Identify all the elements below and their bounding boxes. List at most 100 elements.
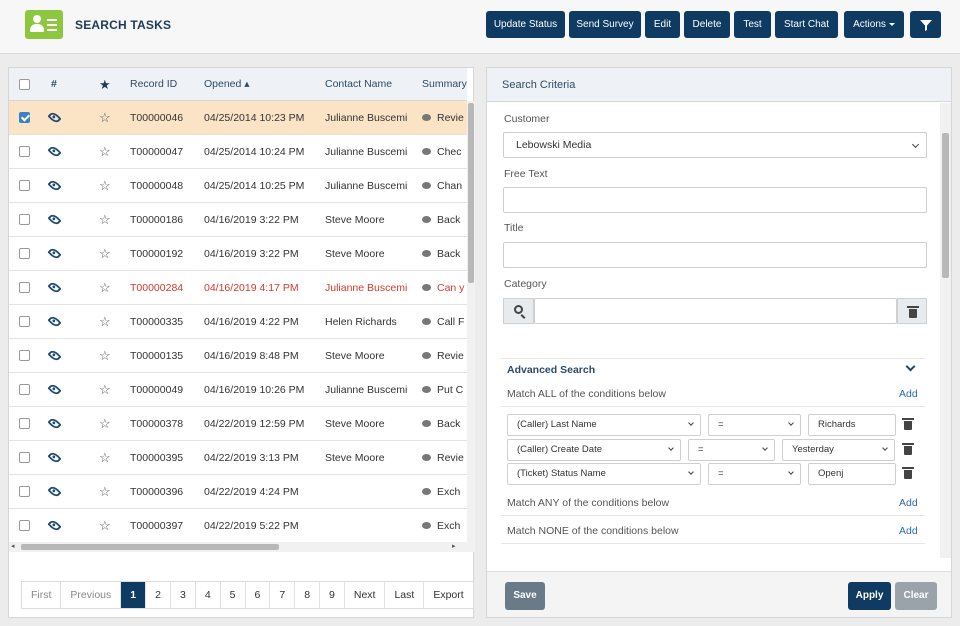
record-id-cell[interactable]: T00000186 — [130, 214, 184, 226]
page-5[interactable]: 5 — [221, 582, 246, 608]
table-row[interactable]: ☆ T00000335 04/16/2019 4:22 PM Helen Richar… — [9, 305, 467, 339]
scroll-left-icon[interactable]: ◂ — [11, 543, 15, 550]
row-checkbox[interactable] — [19, 384, 30, 395]
actions-dropdown-button[interactable]: Actions — [844, 11, 904, 38]
eye-icon[interactable] — [47, 212, 62, 227]
table-row[interactable]: ☆ T00000192 04/16/2019 3:22 PM Steve Moore B… — [9, 237, 467, 271]
star-icon[interactable]: ☆ — [99, 518, 111, 533]
eye-icon[interactable] — [47, 178, 62, 193]
star-icon[interactable]: ☆ — [99, 212, 111, 227]
match-none-add-link[interactable]: Add — [899, 525, 918, 537]
row-checkbox[interactable] — [19, 520, 30, 531]
condition-value-select[interactable]: Yesterday — [782, 439, 895, 461]
free-text-input[interactable] — [503, 187, 927, 213]
star-icon[interactable]: ☆ — [99, 348, 111, 363]
start-chat-button[interactable]: Start Chat — [775, 11, 838, 38]
star-icon[interactable]: ☆ — [99, 110, 111, 125]
col-contact-name[interactable]: Contact Name — [325, 78, 393, 90]
table-row[interactable]: ☆ T00000186 04/16/2019 3:22 PM Steve Moore B… — [9, 203, 467, 237]
table-row[interactable]: ☆ T00000047 04/25/2014 10:24 PM Julianne Bu… — [9, 135, 467, 169]
page-next[interactable]: Next — [345, 582, 386, 608]
record-id-cell[interactable]: T00000396 — [130, 486, 184, 498]
remove-condition-trash-icon[interactable] — [902, 418, 914, 430]
star-icon[interactable]: ☆ — [99, 178, 111, 193]
star-icon[interactable]: ☆ — [99, 450, 111, 465]
page-9[interactable]: 9 — [320, 582, 345, 608]
star-icon[interactable]: ☆ — [99, 144, 111, 159]
row-checkbox[interactable] — [19, 180, 30, 191]
row-checkbox[interactable] — [19, 282, 30, 293]
eye-icon[interactable] — [47, 348, 62, 363]
advanced-search-title[interactable]: Advanced Search — [507, 364, 596, 376]
star-icon[interactable]: ☆ — [99, 246, 111, 261]
customer-select[interactable]: Lebowski Media — [503, 132, 927, 158]
select-all-checkbox[interactable] — [19, 79, 30, 90]
edit-button[interactable]: Edit — [645, 11, 680, 38]
record-id-cell[interactable]: T00000046 — [130, 112, 184, 124]
record-id-cell[interactable]: T00000397 — [130, 520, 184, 532]
eye-icon[interactable] — [47, 518, 62, 533]
table-row[interactable]: ☆ T00000048 04/25/2014 10:25 PM Julianne Bu… — [9, 169, 467, 203]
category-input[interactable] — [534, 298, 897, 324]
test-button[interactable]: Test — [734, 11, 771, 38]
match-all-add-link[interactable]: Add — [899, 388, 918, 400]
category-clear-button[interactable] — [897, 298, 927, 324]
remove-condition-trash-icon[interactable] — [902, 467, 914, 479]
condition-operator-select[interactable]: = — [688, 439, 775, 461]
eye-icon[interactable] — [47, 314, 62, 329]
table-row[interactable]: ☆ T00000396 04/22/2019 4:24 PM Exch — [9, 475, 467, 509]
clear-button[interactable]: Clear — [895, 582, 937, 610]
star-icon[interactable]: ☆ — [99, 280, 111, 295]
delete-button[interactable]: Delete — [684, 11, 730, 38]
page-2[interactable]: 2 — [146, 582, 171, 608]
record-id-cell[interactable]: T00000049 — [130, 384, 184, 396]
record-id-cell[interactable]: T00000335 — [130, 316, 184, 328]
eye-icon[interactable] — [47, 280, 62, 295]
condition-field-select[interactable]: (Ticket) Status Name — [507, 463, 701, 485]
row-checkbox[interactable] — [19, 452, 30, 463]
eye-icon[interactable] — [47, 450, 62, 465]
page-4[interactable]: 4 — [196, 582, 221, 608]
page-8[interactable]: 8 — [295, 582, 321, 608]
filter-button[interactable] — [910, 11, 941, 38]
star-icon[interactable]: ☆ — [99, 484, 111, 499]
page-last[interactable]: Last — [385, 582, 425, 608]
grid-vertical-scrollbar[interactable] — [467, 101, 475, 542]
eye-icon[interactable] — [47, 110, 62, 125]
col-record-id[interactable]: Record ID — [130, 78, 178, 90]
col-opened[interactable]: Opened ▴ — [204, 78, 250, 90]
apply-button[interactable]: Apply — [848, 582, 891, 610]
eye-icon[interactable] — [47, 382, 62, 397]
row-checkbox[interactable] — [19, 316, 30, 327]
page-7[interactable]: 7 — [270, 582, 296, 608]
scroll-thumb[interactable] — [942, 133, 949, 278]
record-id-cell[interactable]: T00000395 — [130, 452, 184, 464]
eye-icon[interactable] — [47, 484, 62, 499]
page-first[interactable]: First — [22, 582, 62, 608]
record-id-cell[interactable]: T00000048 — [130, 180, 184, 192]
page-previous[interactable]: Previous — [61, 582, 122, 608]
table-row[interactable]: ☆ T00000378 04/22/2019 12:59 PM Steve Moore… — [9, 407, 467, 441]
row-checkbox[interactable] — [19, 418, 30, 429]
eye-icon[interactable] — [47, 416, 62, 431]
eye-icon[interactable] — [47, 246, 62, 261]
chevron-down-icon[interactable] — [905, 361, 916, 372]
row-checkbox[interactable] — [19, 146, 30, 157]
eye-icon[interactable] — [47, 144, 62, 159]
criteria-scrollbar[interactable] — [940, 103, 951, 558]
save-button[interactable]: Save — [505, 582, 545, 610]
record-id-cell[interactable]: T00000378 — [130, 418, 184, 430]
row-checkbox[interactable] — [19, 350, 30, 361]
star-icon[interactable]: ☆ — [99, 416, 111, 431]
page-1[interactable]: 1 — [121, 582, 147, 608]
row-checkbox[interactable] — [19, 112, 30, 123]
scroll-thumb[interactable] — [21, 544, 279, 550]
table-row[interactable]: ☆ T00000046 04/25/2014 10:23 PM Julianne Bu… — [9, 101, 467, 135]
condition-field-select[interactable]: (Caller) Last Name — [507, 414, 701, 436]
row-checkbox[interactable] — [19, 214, 30, 225]
star-icon[interactable]: ☆ — [99, 314, 111, 329]
condition-operator-select[interactable]: = — [708, 463, 801, 485]
star-icon[interactable]: ☆ — [99, 382, 111, 397]
table-row[interactable]: ☆ T00000284 04/16/2019 4:17 PM Julianne Bus… — [9, 271, 467, 305]
condition-field-select[interactable]: (Caller) Create Date — [507, 439, 681, 461]
